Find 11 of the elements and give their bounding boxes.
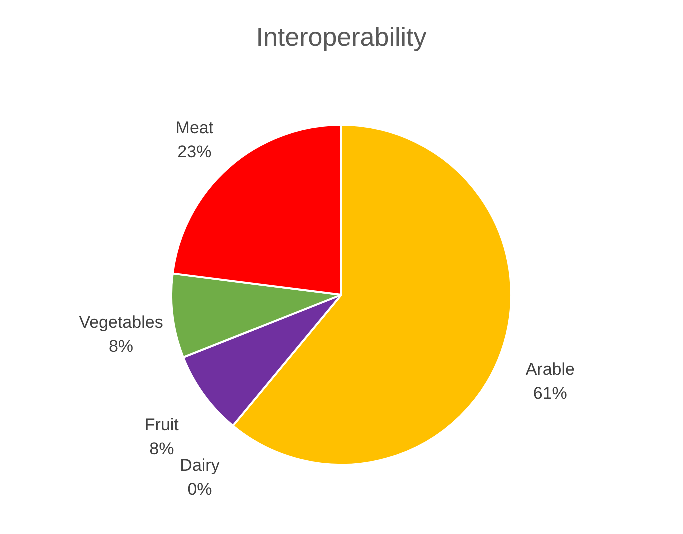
slice-label: Vegetables	[79, 312, 164, 332]
chart-title: Interoperability	[256, 22, 427, 52]
slice-label: Arable	[526, 360, 575, 380]
data-label: 8%	[108, 336, 134, 356]
data-label: 23%	[178, 142, 212, 162]
slice-label: Meat	[176, 118, 214, 138]
data-label: 8%	[150, 439, 174, 458]
text: 0%	[188, 480, 212, 500]
slice-label: Fruit	[144, 415, 180, 434]
category-label: Dairy	[180, 456, 220, 476]
data-label: 61%	[533, 384, 568, 404]
